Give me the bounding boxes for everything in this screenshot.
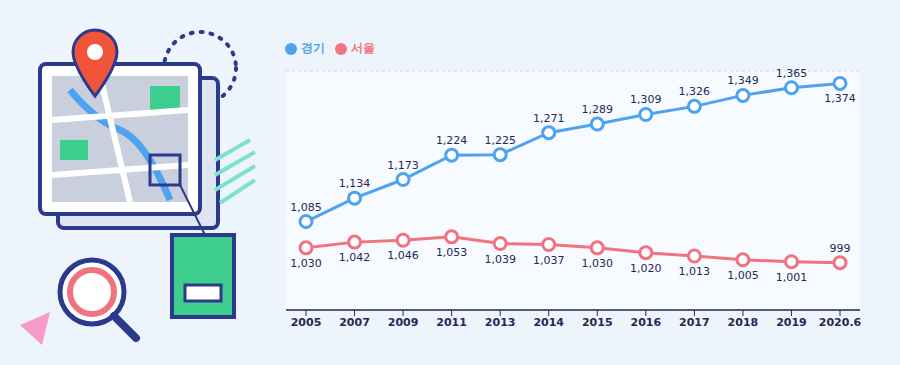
svg-text:1,005: 1,005 bbox=[727, 269, 759, 282]
svg-text:2011: 2011 bbox=[436, 316, 467, 329]
svg-text:1,037: 1,037 bbox=[533, 254, 565, 267]
svg-text:999: 999 bbox=[830, 242, 851, 255]
svg-text:1,013: 1,013 bbox=[679, 265, 711, 278]
svg-text:1,053: 1,053 bbox=[436, 246, 468, 259]
svg-text:2014: 2014 bbox=[533, 316, 564, 329]
svg-text:1,271: 1,271 bbox=[533, 112, 565, 125]
svg-text:1,309: 1,309 bbox=[630, 93, 662, 106]
svg-text:2015: 2015 bbox=[582, 316, 613, 329]
svg-text:2009: 2009 bbox=[388, 316, 419, 329]
svg-text:1,349: 1,349 bbox=[727, 74, 759, 87]
svg-text:1,085: 1,085 bbox=[290, 201, 322, 214]
html-text:서울: 서울 bbox=[351, 41, 375, 55]
svg-text:1,042: 1,042 bbox=[339, 251, 371, 264]
svg-text:1,173: 1,173 bbox=[387, 159, 419, 172]
svg-text:1,001: 1,001 bbox=[776, 271, 808, 284]
svg-text:2016: 2016 bbox=[631, 316, 662, 329]
html-text:경기: 경기 bbox=[301, 41, 325, 55]
svg-text:1,039: 1,039 bbox=[484, 253, 516, 266]
svg-text:2013: 2013 bbox=[485, 316, 516, 329]
svg-text:1,046: 1,046 bbox=[387, 249, 419, 262]
svg-text:1,225: 1,225 bbox=[484, 134, 516, 147]
svg-text:1,365: 1,365 bbox=[776, 67, 808, 80]
svg-text:1,224: 1,224 bbox=[436, 134, 468, 147]
svg-text:1,326: 1,326 bbox=[679, 85, 711, 98]
svg-text:2018: 2018 bbox=[728, 316, 759, 329]
svg-text:1,030: 1,030 bbox=[290, 257, 322, 270]
svg-text:2019: 2019 bbox=[776, 316, 807, 329]
svg-text:2017: 2017 bbox=[679, 316, 710, 329]
svg-text:1,374: 1,374 bbox=[824, 92, 856, 105]
svg-text:1,030: 1,030 bbox=[582, 257, 614, 270]
svg-text:1,134: 1,134 bbox=[339, 177, 371, 190]
svg-text:2020.6: 2020.6 bbox=[819, 316, 862, 329]
svg-text:2007: 2007 bbox=[339, 316, 370, 329]
svg-text:2005: 2005 bbox=[291, 316, 322, 329]
svg-text:1,020: 1,020 bbox=[630, 262, 662, 275]
svg-text:1,289: 1,289 bbox=[582, 103, 614, 116]
